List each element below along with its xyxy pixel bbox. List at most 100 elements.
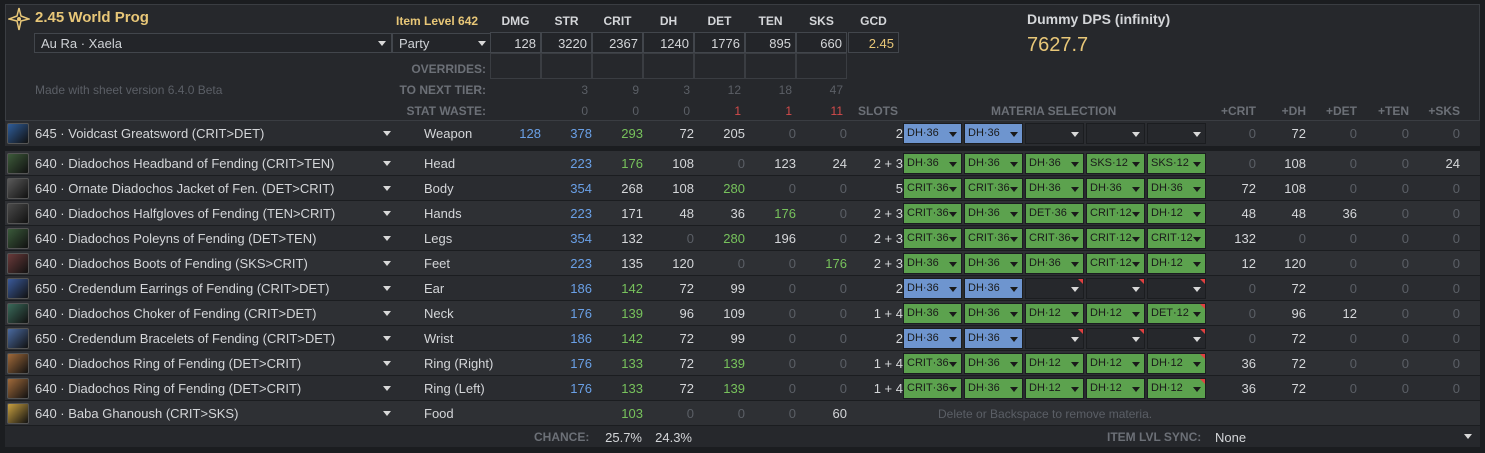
materia-select[interactable]: CRIT·12 [1147, 228, 1206, 249]
materia-value: CRIT·36 [1029, 232, 1071, 244]
materia-select[interactable]: CRIT·36 [903, 203, 962, 224]
materia-select[interactable]: DH·36 [964, 278, 1023, 299]
gear-stat-str: 378 [570, 126, 592, 141]
materia-value: DH·36 [1029, 157, 1061, 169]
materia-select[interactable]: DH·36 [964, 303, 1023, 324]
item-sync-select[interactable]: None [1210, 426, 1478, 447]
materia-select[interactable]: DH·36 [903, 123, 962, 144]
materia-select[interactable]: DH·36 [964, 353, 1023, 374]
materia-select[interactable]: DH·12 [1147, 353, 1206, 374]
chevron-down-icon [383, 286, 391, 291]
race-select[interactable]: Au Ra · Xaela [34, 33, 392, 53]
materia-slots: 2 [895, 331, 903, 346]
materia-slots: 1 + 4 [873, 306, 903, 321]
materia-select[interactable]: CRIT·36 [964, 228, 1023, 249]
materia-select[interactable]: CRIT·36 [964, 178, 1023, 199]
override-cell[interactable] [643, 53, 694, 79]
materia-select[interactable]: DH·36 [964, 203, 1023, 224]
gear-select[interactable]: 640 · Baba Ghanoush (CRIT>SKS) [30, 401, 393, 426]
materia-select[interactable]: DH·12 [1025, 303, 1084, 324]
materia-select[interactable]: DH·36 [1025, 178, 1084, 199]
materia-select[interactable]: DH·36 [903, 303, 962, 324]
materia-select[interactable]: DH·36 [1025, 153, 1084, 174]
materia-select[interactable]: DH·12 [1086, 303, 1145, 324]
materia-select[interactable] [1147, 123, 1206, 144]
materia-select[interactable]: DH·36 [1086, 178, 1145, 199]
materia-select[interactable]: DH·36 [1025, 253, 1084, 274]
materia-select[interactable]: DH·12 [1147, 378, 1206, 399]
materia-select[interactable]: CRIT·36 [903, 228, 962, 249]
override-cell[interactable] [490, 53, 541, 79]
materia-select[interactable]: DH·36 [903, 253, 962, 274]
materia-select[interactable]: DET·36 [1025, 203, 1084, 224]
materia-select[interactable]: DH·36 [903, 278, 962, 299]
materia-select[interactable]: DH·36 [964, 378, 1023, 399]
override-cell[interactable] [796, 53, 847, 79]
gear-stat-crit: 293 [621, 126, 643, 141]
materia-select[interactable]: CRIT·12 [1086, 228, 1145, 249]
materia-select[interactable]: DH·36 [964, 253, 1023, 274]
materia-select[interactable] [1025, 328, 1084, 349]
gear-select[interactable]: 645 · Voidcast Greatsword (CRIT>DET) [30, 121, 393, 146]
materia-select[interactable]: DH·36 [964, 328, 1023, 349]
materia-select[interactable] [1147, 328, 1206, 349]
materia-select[interactable]: DH·12 [1086, 353, 1145, 374]
chevron-down-icon [1071, 387, 1079, 392]
gear-name: 640 · Ornate Diadochos Jacket of Fen. (D… [35, 181, 335, 196]
stat-waste-value: 11 [830, 104, 843, 118]
materia-select[interactable]: DH·36 [964, 153, 1023, 174]
materia-slots: 2 + 3 [873, 231, 903, 246]
materia-select[interactable]: DH·12 [1147, 253, 1206, 274]
gear-select[interactable]: 640 · Diadochos Halfgloves of Fending (T… [30, 201, 393, 226]
gear-select[interactable]: 640 · Diadochos Choker of Fending (CRIT>… [30, 301, 393, 326]
materia-select[interactable]: CRIT·36 [903, 178, 962, 199]
materia-select[interactable]: DH·36 [903, 328, 962, 349]
gear-stat-sks: 0 [839, 231, 847, 246]
override-cell[interactable] [694, 53, 745, 79]
override-cell[interactable] [745, 53, 796, 79]
materia-select[interactable]: DH·12 [1086, 378, 1145, 399]
gear-select[interactable]: 650 · Credendum Bracelets of Fending (CR… [30, 326, 393, 351]
materia-select[interactable]: DH·36 [903, 153, 962, 174]
gear-stat-ten: 196 [774, 231, 796, 246]
materia-select[interactable] [1025, 123, 1084, 144]
materia-select[interactable]: CRIT·12 [1086, 203, 1145, 224]
materia-select[interactable] [1086, 123, 1145, 144]
chevron-down-icon [1193, 132, 1201, 137]
materia-select[interactable] [1147, 278, 1206, 299]
stat-waste-label: STAT WASTE: [406, 104, 486, 118]
materia-select[interactable]: SKS·12 [1086, 153, 1145, 174]
materia-select[interactable] [1086, 278, 1145, 299]
materia-select[interactable] [1025, 278, 1084, 299]
materia-select[interactable]: CRIT·36 [903, 378, 962, 399]
warning-flag-icon [1078, 279, 1083, 284]
materia-select[interactable]: DH·12 [1147, 203, 1206, 224]
materia-select[interactable]: CRIT·36 [903, 353, 962, 374]
materia-select[interactable] [1086, 328, 1145, 349]
gear-select[interactable]: 640 · Diadochos Ring of Fending (DET>CRI… [30, 351, 393, 376]
materia-select[interactable]: CRIT·12 [1086, 253, 1145, 274]
bonus-value: 0 [1349, 256, 1357, 271]
bonus-value: 72 [1291, 356, 1306, 371]
materia-select[interactable]: DH·36 [1147, 178, 1206, 199]
gear-select[interactable]: 640 · Diadochos Boots of Fending (SKS>CR… [30, 251, 393, 276]
dps-title: Dummy DPS (infinity) [1027, 11, 1171, 27]
bonus-value: 0 [1401, 256, 1409, 271]
gear-select[interactable]: 640 · Diadochos Headband of Fending (CRI… [30, 151, 393, 176]
override-cell[interactable] [592, 53, 643, 79]
materia-select[interactable]: DET·12 [1147, 303, 1206, 324]
party-select[interactable]: Party [392, 33, 492, 53]
materia-select[interactable]: DH·12 [1025, 353, 1084, 374]
gear-select[interactable]: 640 · Diadochos Ring of Fending (DET>CRI… [30, 376, 393, 401]
materia-select[interactable]: DH·12 [1025, 378, 1084, 399]
override-cell[interactable] [541, 53, 592, 79]
materia-select[interactable]: CRIT·36 [1025, 228, 1084, 249]
materia-select[interactable]: DH·36 [964, 123, 1023, 144]
materia-select[interactable]: SKS·12 [1147, 153, 1206, 174]
gear-select[interactable]: 640 · Ornate Diadochos Jacket of Fen. (D… [30, 176, 393, 201]
bonus-value: 108 [1284, 156, 1306, 171]
gear-select[interactable]: 650 · Credendum Earrings of Fending (CRI… [30, 276, 393, 301]
warning-flag-icon [1078, 329, 1083, 334]
gear-select[interactable]: 640 · Diadochos Poleyns of Fending (DET>… [30, 226, 393, 251]
materia-value: DH·12 [1151, 257, 1183, 269]
